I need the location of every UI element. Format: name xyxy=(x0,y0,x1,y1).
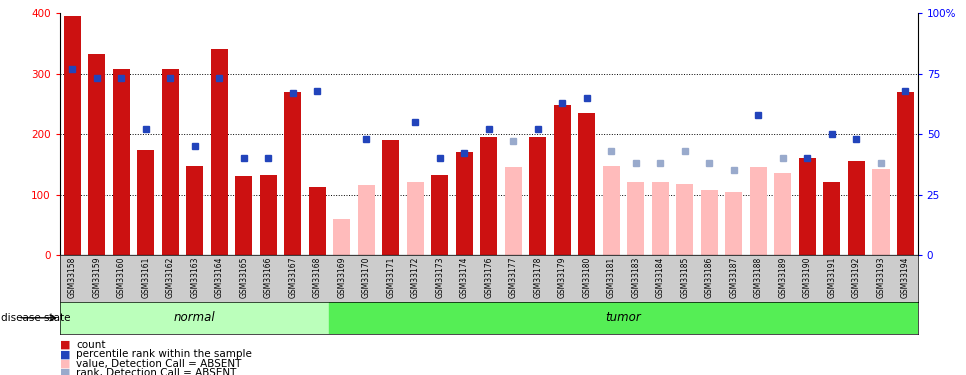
Text: ■: ■ xyxy=(60,350,71,359)
Bar xyxy=(333,219,351,255)
Text: GSM33165: GSM33165 xyxy=(240,256,248,298)
Bar xyxy=(383,140,399,255)
Bar xyxy=(554,105,571,255)
Bar xyxy=(872,168,890,255)
Text: GSM33186: GSM33186 xyxy=(705,256,714,298)
Bar xyxy=(529,137,547,255)
Text: GSM33162: GSM33162 xyxy=(166,256,175,298)
Bar xyxy=(357,186,375,255)
Text: ■: ■ xyxy=(60,359,71,369)
Bar xyxy=(823,183,840,255)
Bar xyxy=(504,167,522,255)
Bar xyxy=(161,69,179,255)
Text: GSM33167: GSM33167 xyxy=(288,256,298,298)
Bar xyxy=(750,167,767,255)
Bar xyxy=(652,183,668,255)
Text: GSM33161: GSM33161 xyxy=(141,256,150,298)
Text: GSM33183: GSM33183 xyxy=(632,256,640,298)
Text: GSM33190: GSM33190 xyxy=(803,256,811,298)
Text: GSM33164: GSM33164 xyxy=(214,256,224,298)
Bar xyxy=(211,50,228,255)
Text: GSM33160: GSM33160 xyxy=(117,256,126,298)
Bar xyxy=(456,152,473,255)
Text: GSM33189: GSM33189 xyxy=(779,256,787,298)
Text: GSM33174: GSM33174 xyxy=(460,256,469,298)
Text: GSM33192: GSM33192 xyxy=(852,256,861,298)
Bar xyxy=(775,173,791,255)
Text: GSM33194: GSM33194 xyxy=(901,256,910,298)
Text: percentile rank within the sample: percentile rank within the sample xyxy=(76,350,252,359)
Text: GSM33178: GSM33178 xyxy=(533,256,542,298)
Bar xyxy=(329,302,918,334)
Text: GSM33169: GSM33169 xyxy=(337,256,346,298)
Text: GSM33188: GSM33188 xyxy=(753,256,763,298)
Bar xyxy=(309,187,326,255)
Text: GSM33171: GSM33171 xyxy=(386,256,395,298)
Text: disease state: disease state xyxy=(1,313,71,323)
Text: GSM33168: GSM33168 xyxy=(313,256,322,298)
Bar xyxy=(627,183,644,255)
Text: GSM33159: GSM33159 xyxy=(92,256,101,298)
Text: normal: normal xyxy=(174,311,215,324)
Bar xyxy=(137,150,155,255)
Bar xyxy=(284,92,301,255)
Bar xyxy=(113,69,129,255)
Text: GSM33193: GSM33193 xyxy=(876,256,886,298)
Text: GSM33163: GSM33163 xyxy=(190,256,199,298)
Text: GSM33179: GSM33179 xyxy=(557,256,567,298)
Bar xyxy=(799,158,816,255)
Bar xyxy=(603,165,620,255)
Text: GSM33181: GSM33181 xyxy=(607,256,616,298)
Text: GSM33177: GSM33177 xyxy=(509,256,518,298)
Bar xyxy=(64,16,81,255)
Text: rank, Detection Call = ABSENT: rank, Detection Call = ABSENT xyxy=(76,368,237,375)
Bar xyxy=(235,176,252,255)
Text: GSM33185: GSM33185 xyxy=(680,256,690,298)
Bar xyxy=(88,54,105,255)
Text: GSM33187: GSM33187 xyxy=(729,256,738,298)
Bar xyxy=(725,192,743,255)
Bar xyxy=(700,190,718,255)
Bar xyxy=(480,137,497,255)
Text: GSM33191: GSM33191 xyxy=(828,256,837,298)
Text: value, Detection Call = ABSENT: value, Detection Call = ABSENT xyxy=(76,359,242,369)
Text: ■: ■ xyxy=(60,368,71,375)
Bar xyxy=(186,165,203,255)
Text: GSM33172: GSM33172 xyxy=(411,256,420,298)
Text: ■: ■ xyxy=(60,340,71,350)
Bar xyxy=(407,183,424,255)
Text: GSM33176: GSM33176 xyxy=(484,256,494,298)
Text: GSM33170: GSM33170 xyxy=(361,256,371,298)
Text: GSM33173: GSM33173 xyxy=(436,256,444,298)
Bar xyxy=(60,302,329,334)
Bar xyxy=(431,175,448,255)
Bar xyxy=(676,184,694,255)
Bar xyxy=(260,175,277,255)
Text: tumor: tumor xyxy=(606,311,641,324)
Text: count: count xyxy=(76,340,106,350)
Text: GSM33158: GSM33158 xyxy=(68,256,76,298)
Bar xyxy=(896,92,914,255)
Text: GSM33184: GSM33184 xyxy=(656,256,665,298)
Text: GSM33166: GSM33166 xyxy=(264,256,272,298)
Bar xyxy=(579,113,595,255)
Bar xyxy=(848,161,865,255)
Text: GSM33180: GSM33180 xyxy=(582,256,591,298)
